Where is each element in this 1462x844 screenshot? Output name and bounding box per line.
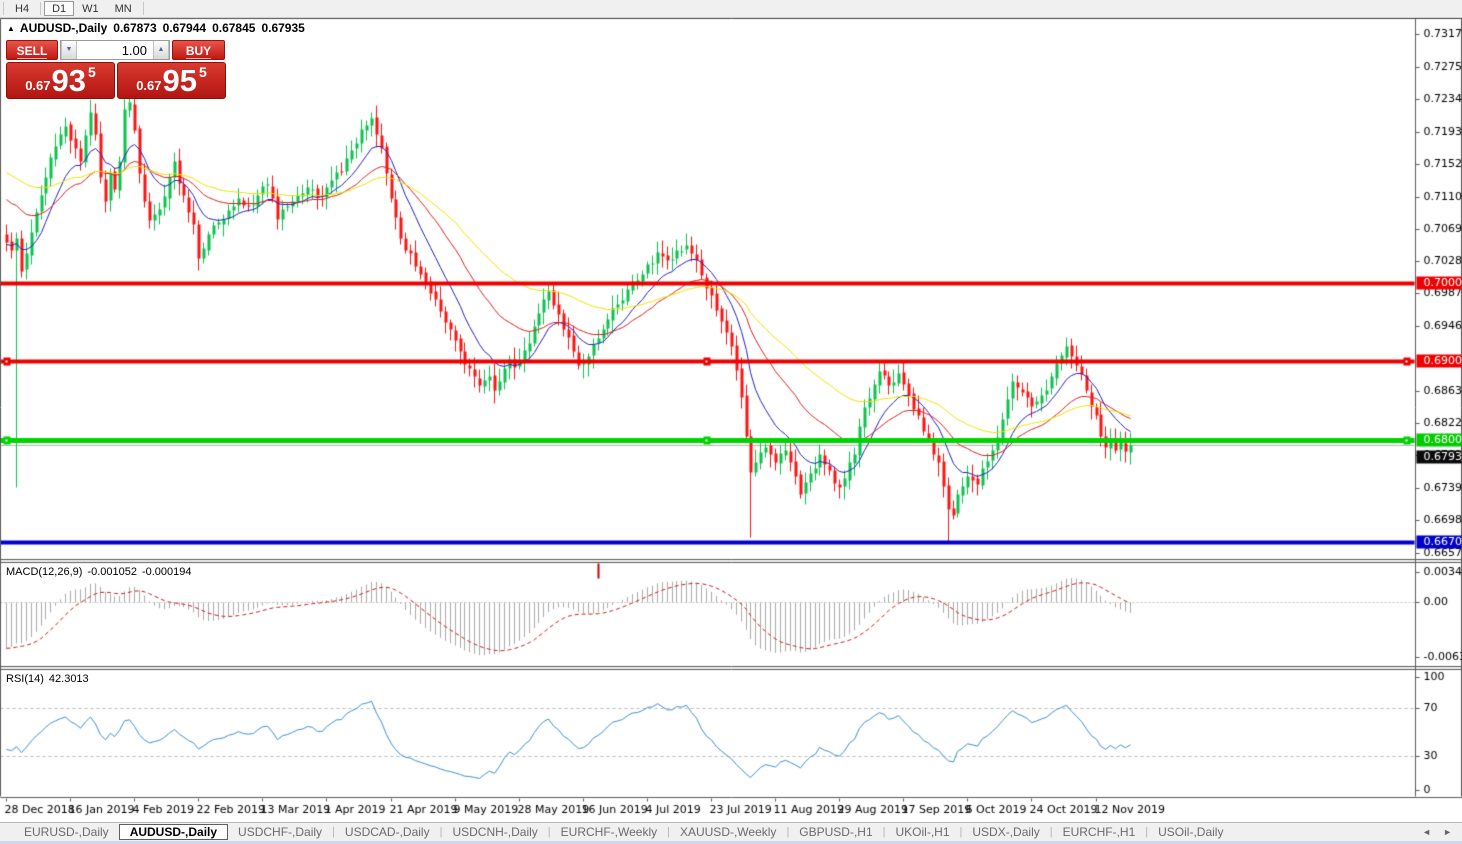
- volume-increase-button[interactable]: ▲: [153, 41, 169, 59]
- tab-separator: |: [1145, 826, 1149, 838]
- chart-tab-bar: EURUSD-,Daily AUDUSD-,Daily USDCHF-,Daily |…: [0, 822, 1462, 841]
- chart-symbol-label: AUDUSD-,Daily: [19, 21, 108, 35]
- chart-tab-eurchf-weekly[interactable]: EURCHF-,Weekly: [560, 825, 658, 839]
- timeframe-button-mn[interactable]: MN: [107, 1, 140, 16]
- chart-tab-usdchf-daily[interactable]: USDCHF-,Daily: [238, 825, 323, 839]
- volume-decrease-button[interactable]: ▼: [61, 41, 77, 59]
- sell-button-label: SELL: [16, 44, 48, 59]
- buy-button[interactable]: BUY: [172, 40, 225, 60]
- sell-price-box[interactable]: 0.67 93 5: [6, 62, 115, 99]
- tab-scroll-controls: ◄ ►: [1422, 827, 1452, 837]
- window-bottom-edge: [0, 841, 1462, 844]
- timeframe-button-w1[interactable]: W1: [74, 1, 107, 16]
- tab-scroll-left-icon[interactable]: ◄: [1422, 827, 1432, 837]
- buy-price-prefix: 0.67: [136, 78, 162, 93]
- tab-separator: |: [667, 826, 670, 838]
- rsi-indicator-label: RSI(14) 42.3013: [6, 673, 89, 685]
- rsi-value: 42.3013: [48, 673, 89, 685]
- chart-tab-usoil-daily[interactable]: USOil-,Daily: [1158, 825, 1224, 839]
- chart-tab-eurchf-h1[interactable]: EURCHF-,H1: [1062, 825, 1136, 839]
- trade-prices-row: 0.67 93 5 0.67 95 5: [6, 62, 227, 99]
- tab-separator: |: [547, 826, 551, 838]
- chart-tab-eurusd-daily[interactable]: EURUSD-,Daily: [24, 825, 109, 839]
- timeframe-button-d1[interactable]: D1: [44, 1, 75, 16]
- toolbar-separator: [142, 2, 144, 15]
- tab-separator: |: [959, 826, 963, 838]
- toolbar-separator: [40, 2, 42, 15]
- chart-title-row: ▲ AUDUSD-,Daily 0.67873 0.67944 0.67845 …: [7, 21, 305, 35]
- sell-price-prefix: 0.67: [25, 78, 51, 93]
- macd-name: MACD(12,26,9): [6, 566, 83, 578]
- volume-stepper: ▼ ▲: [60, 40, 170, 60]
- timeframe-button-h4[interactable]: H4: [7, 1, 37, 16]
- chart-tab-usdx-daily[interactable]: USDX-,Daily: [972, 825, 1040, 839]
- macd-value-main: -0.001052: [87, 566, 137, 578]
- ohlc-low-value: 0.67845: [212, 21, 256, 35]
- buy-price-box[interactable]: 0.67 95 5: [117, 62, 226, 99]
- macd-value-signal: -0.000194: [141, 566, 192, 578]
- tab-separator: |: [786, 826, 790, 838]
- chart-tab-usdcad-daily[interactable]: USDCAD-,Daily: [344, 825, 430, 839]
- volume-input[interactable]: [77, 41, 153, 59]
- rsi-name: RSI(14): [6, 673, 44, 685]
- trade-controls-row: SELL ▼ ▲ BUY: [6, 40, 227, 60]
- chart-tab-gbpusd-h1[interactable]: GBPUSD-,H1: [799, 825, 873, 839]
- tab-separator: |: [1049, 826, 1053, 838]
- sell-button[interactable]: SELL: [6, 40, 58, 60]
- toolbar-separator: [3, 2, 4, 15]
- buy-price-pips: 5: [199, 64, 207, 80]
- buy-button-label: BUY: [185, 44, 212, 59]
- tab-separator: |: [439, 826, 443, 838]
- sell-price-pips: 5: [88, 64, 96, 80]
- chart-tab-ukoil-h1[interactable]: UKOil-,H1: [895, 825, 950, 839]
- ohlc-close-value: 0.67935: [261, 21, 305, 35]
- macd-indicator-label: MACD(12,26,9) -0.001052 -0.000194: [6, 566, 192, 578]
- one-click-trading-panel: SELL ▼ ▲ BUY 0.67 93 5 0.67 95 5: [6, 40, 227, 99]
- timeframe-toolbar: H4 D1 W1 MN: [0, 0, 1462, 18]
- sell-price-big: 93: [51, 63, 86, 98]
- chart-tab-xauusd-weekly[interactable]: XAUUSD-,Weekly: [679, 825, 777, 839]
- tab-separator: |: [332, 826, 335, 838]
- chart-tab-usdcnh-daily[interactable]: USDCNH-,Daily: [452, 825, 538, 839]
- buy-price-big: 95: [162, 63, 197, 98]
- collapse-arrow-icon[interactable]: ▲: [7, 23, 15, 33]
- ohlc-open-value: 0.67873: [113, 21, 157, 35]
- ohlc-high-value: 0.67944: [162, 21, 207, 35]
- tab-scroll-right-icon[interactable]: ►: [1443, 827, 1452, 837]
- chart-tab-audusd-daily[interactable]: AUDUSD-,Daily: [118, 824, 229, 840]
- tab-separator: |: [882, 826, 886, 838]
